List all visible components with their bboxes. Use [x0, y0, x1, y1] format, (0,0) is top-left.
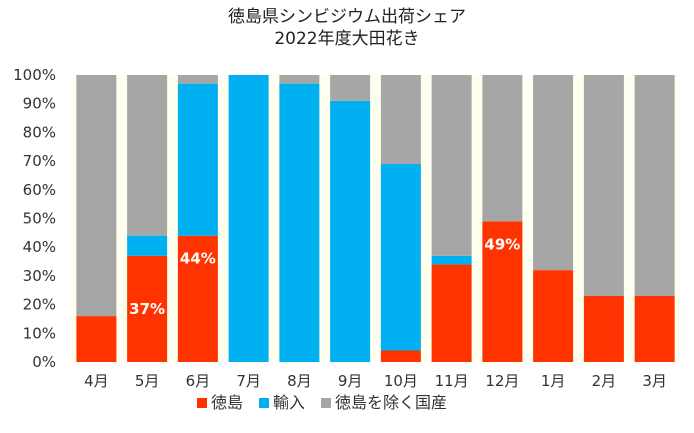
data-label: 37%: [129, 300, 165, 318]
y-tick-label: 30%: [23, 267, 56, 285]
bar-segment-1-3: [177, 235, 218, 362]
chart-title-line-2: 2022年度大田花き: [274, 29, 419, 49]
bar-segment-1-12: [634, 295, 675, 362]
y-tick-label: 20%: [23, 296, 56, 314]
bar-segment-3-2: [127, 75, 168, 236]
x-tick-label: 6月: [186, 372, 211, 390]
x-tick-label: 5月: [135, 372, 160, 390]
bar-segment-1-8: [431, 264, 472, 362]
chart-title-line-1: 徳島県シンビジウム出荷シェア: [228, 7, 466, 27]
x-tick-label: 8月: [287, 372, 312, 390]
bar-segment-2-5: [279, 83, 320, 363]
bar-segment-2-2: [127, 235, 168, 256]
bar-segment-1-2: [127, 255, 168, 362]
bar-segment-3-10: [533, 75, 574, 271]
x-tick-label: 12月: [485, 372, 519, 390]
bar-segment-2-4: [228, 75, 269, 362]
legend-label: 徳島: [211, 393, 243, 412]
data-label: 44%: [180, 250, 216, 268]
bar-segment-2-6: [330, 100, 371, 362]
bar-segment-3-9: [482, 75, 523, 222]
y-tick-label: 70%: [23, 152, 56, 170]
plot-area: [71, 75, 680, 362]
x-tick-label: 3月: [642, 372, 667, 390]
x-tick-label: 4月: [84, 372, 109, 390]
bar-segment-3-1: [76, 75, 117, 317]
y-tick-label: 0%: [32, 353, 56, 371]
y-tick-label: 40%: [23, 238, 56, 256]
bar-segment-1-11: [583, 295, 624, 362]
bar-segment-1-10: [533, 270, 574, 362]
bar-segment-2-3: [177, 83, 218, 236]
bar-segment-3-12: [634, 75, 675, 296]
bar-segment-3-7: [380, 75, 421, 164]
bar-segment-1-9: [482, 221, 523, 362]
data-label: 49%: [484, 235, 520, 253]
y-tick-label: 80%: [23, 123, 56, 141]
y-tick-label: 90%: [23, 95, 56, 113]
legend-swatch-2: [259, 398, 269, 408]
bar-segment-2-7: [380, 163, 421, 351]
bar-segment-3-5: [279, 75, 320, 84]
legend-swatch-3: [321, 398, 331, 408]
legend-label: 輸入: [273, 393, 305, 412]
bar-segment-3-3: [177, 75, 218, 84]
x-tick-label: 7月: [236, 372, 261, 390]
y-tick-label: 60%: [23, 181, 56, 199]
bar-segment-3-6: [330, 75, 371, 101]
x-tick-label: 9月: [338, 372, 363, 390]
bar-segment-2-8: [431, 255, 472, 265]
y-tick-label: 50%: [23, 210, 56, 228]
x-tick-label: 2月: [592, 372, 617, 390]
legend-swatch-1: [197, 398, 207, 408]
x-tick-label: 10月: [384, 372, 418, 390]
bar-segment-3-11: [583, 75, 624, 296]
bar-segment-1-7: [380, 350, 421, 362]
bar-segment-1-1: [76, 316, 117, 362]
x-tick-label: 11月: [435, 372, 469, 390]
y-tick-label: 100%: [13, 66, 56, 84]
x-tick-label: 1月: [541, 372, 566, 390]
y-tick-label: 10%: [23, 324, 56, 342]
bar-segment-3-8: [431, 75, 472, 256]
legend-label: 徳島を除く国産: [335, 393, 447, 412]
